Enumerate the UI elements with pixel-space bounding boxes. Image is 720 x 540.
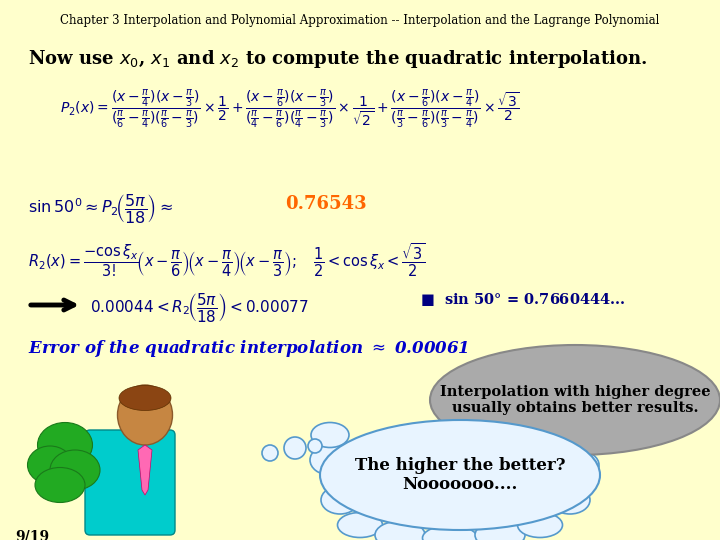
Ellipse shape	[550, 486, 590, 514]
Ellipse shape	[430, 345, 720, 455]
Ellipse shape	[475, 521, 525, 540]
Text: The higher the better?
Nooooooo....: The higher the better? Nooooooo....	[355, 457, 565, 494]
Text: Error of the quadratic interpolation $\approx$ 0.00061: Error of the quadratic interpolation $\a…	[28, 338, 469, 359]
Circle shape	[308, 439, 322, 453]
Ellipse shape	[545, 428, 585, 453]
Polygon shape	[138, 445, 152, 495]
Ellipse shape	[338, 512, 382, 537]
Text: 9/19: 9/19	[15, 530, 49, 540]
Text: Now use $x_0$, $x_1$ and $x_2$ to compute the quadratic interpolation.: Now use $x_0$, $x_1$ and $x_2$ to comput…	[28, 48, 647, 70]
Ellipse shape	[310, 445, 350, 475]
Ellipse shape	[321, 486, 359, 514]
FancyBboxPatch shape	[85, 430, 175, 535]
Circle shape	[262, 445, 278, 461]
Polygon shape	[490, 360, 540, 445]
Ellipse shape	[27, 446, 73, 484]
Ellipse shape	[117, 385, 173, 445]
Ellipse shape	[311, 422, 349, 448]
Ellipse shape	[423, 525, 477, 540]
Ellipse shape	[119, 386, 171, 410]
Text: Interpolation with higher degree
usually obtains better results.: Interpolation with higher degree usually…	[440, 385, 711, 415]
Text: Chapter 3 Interpolation and Polynomial Approximation -- Interpolation and the La: Chapter 3 Interpolation and Polynomial A…	[60, 14, 660, 27]
Text: $\sin 50^0 \approx P_2\!\left(\dfrac{5\pi}{18}\right) \approx$: $\sin 50^0 \approx P_2\!\left(\dfrac{5\p…	[28, 192, 173, 225]
Ellipse shape	[320, 420, 600, 530]
Text: $P_2(x) = \dfrac{(x-\frac{\pi}{4})(x-\frac{\pi}{3})}{(\frac{\pi}{6}-\frac{\pi}{4: $P_2(x) = \dfrac{(x-\frac{\pi}{4})(x-\fr…	[60, 88, 520, 131]
Ellipse shape	[35, 468, 85, 503]
Text: $0.00044 < R_2\!\left(\dfrac{5\pi}{18}\right) < 0.00077$: $0.00044 < R_2\!\left(\dfrac{5\pi}{18}\r…	[90, 291, 309, 324]
Ellipse shape	[375, 521, 425, 540]
Ellipse shape	[518, 512, 562, 537]
Text: $\blacksquare$  sin 50° = 0.7660444...: $\blacksquare$ sin 50° = 0.7660444...	[420, 291, 626, 308]
Ellipse shape	[561, 451, 599, 479]
Ellipse shape	[50, 450, 100, 490]
Ellipse shape	[37, 422, 92, 468]
Text: 0.76543: 0.76543	[285, 195, 366, 213]
Circle shape	[284, 437, 306, 459]
Text: $R_2(x) = \dfrac{-\cos\xi_x}{3!}\!\left(x-\dfrac{\pi}{6}\right)\!\left(x-\dfrac{: $R_2(x) = \dfrac{-\cos\xi_x}{3!}\!\left(…	[28, 242, 426, 279]
